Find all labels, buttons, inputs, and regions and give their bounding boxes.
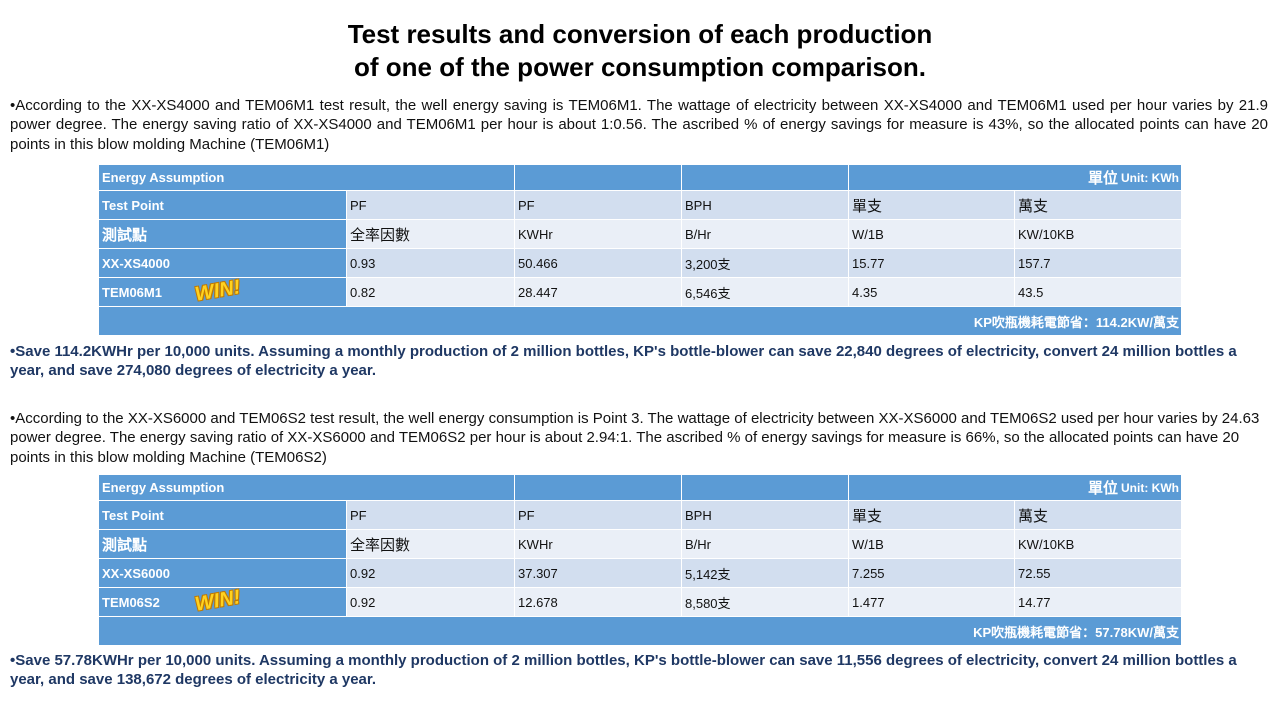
header-unit: 單位 Unit: KWh xyxy=(849,165,1181,190)
title-line: of one of the power consumption comparis… xyxy=(353,52,926,82)
unit-cn: 單位 xyxy=(1088,170,1119,187)
row-label: Test Point xyxy=(99,501,347,529)
summary-paragraph: •Save 57.78KWHr per 10,000 units. Assumi… xyxy=(10,652,1237,689)
table-cell: 37.307 xyxy=(515,559,682,587)
table-row: TEM06S2 WIN! 0.92 12.678 8,580支 1.477 14.77 xyxy=(99,586,1181,617)
row-label: Test Point xyxy=(99,191,347,219)
table-cell: 0.82 xyxy=(347,278,515,306)
table-cell: 7.255 xyxy=(849,559,1015,587)
table-cell: 萬支 xyxy=(1018,197,1049,215)
table-cell: KWHr xyxy=(515,530,682,558)
table-cell: 4.35 xyxy=(849,278,1015,306)
table-cell: PF xyxy=(515,501,682,529)
table-cell: 8,580支 xyxy=(682,588,849,616)
summary-paragraph: •Save 114.2KWHr per 10,000 units. Assumi… xyxy=(10,343,1237,380)
header-spacer xyxy=(682,165,849,190)
table-cell: 28.447 xyxy=(515,278,682,306)
table-cell: PF xyxy=(515,191,682,219)
table-cell: B/Hr xyxy=(682,220,849,248)
table-cell: 0.93 xyxy=(347,249,515,277)
table-cell: 157.7 xyxy=(1018,255,1051,271)
table-cell: 1.477 xyxy=(849,588,1015,616)
data-table: Energy Assumption 單位 Unit: KWh Test Point PF… xyxy=(99,165,1181,335)
table-cell: 12.678 xyxy=(515,588,682,616)
title: Test results and conversion of each prod… xyxy=(0,18,1280,84)
table-cell: 全率因數 xyxy=(347,530,515,558)
intro-paragraph: •According to the XX-XS4000 and TEM06M1 … xyxy=(10,97,1268,153)
table-cell: 單支 xyxy=(849,191,1015,219)
table-cell: 全率因數 xyxy=(347,220,515,248)
table-cell: 15.77 xyxy=(849,249,1015,277)
row-label: XX-XS4000 xyxy=(99,249,347,277)
unit-cn: 單位 xyxy=(1088,480,1119,497)
table-cell: 72.55 xyxy=(1018,565,1051,581)
table-cell: 3,200支 xyxy=(682,249,849,277)
title-line: Test results and conversion of each prod… xyxy=(347,19,933,49)
table-cell: W/1B xyxy=(849,220,1015,248)
table-cell: 6,546支 xyxy=(682,278,849,306)
header-label: Energy Assumption xyxy=(99,475,515,500)
intro-paragraph: •According to the XX-XS6000 and TEM06S2 … xyxy=(10,410,1260,466)
table-row: Test Point PF PF BPH 單支 萬支 xyxy=(99,191,1181,220)
header-label: Energy Assumption xyxy=(99,165,515,190)
table-cell: 50.466 xyxy=(515,249,682,277)
table-cell: W/1B xyxy=(849,530,1015,558)
unit-en: Unit: KWh xyxy=(1121,480,1179,495)
table-cell: BPH xyxy=(682,501,849,529)
table-header-row: Energy Assumption 單位 Unit: KWh xyxy=(99,165,1181,191)
row-label: TEM06S2 WIN! xyxy=(99,586,347,616)
table-cell: 單支 xyxy=(849,501,1015,529)
table-cell: PF xyxy=(347,191,515,219)
unit-en: Unit: KWh xyxy=(1121,170,1179,185)
win-badge: WIN! xyxy=(193,586,243,616)
header-spacer xyxy=(515,165,682,190)
table-row: XX-XS4000 0.93 50.466 3,200支 15.77 157.7 xyxy=(99,249,1181,278)
row-label: TEM06M1 WIN! xyxy=(99,276,347,306)
data-table: Energy Assumption 單位 Unit: KWh Test Point PF… xyxy=(99,475,1181,645)
table-cell: 0.92 xyxy=(347,588,515,616)
table-cell: 14.77 xyxy=(1018,594,1051,610)
table-row: XX-XS6000 0.92 37.307 5,142支 7.255 72.55 xyxy=(99,559,1181,588)
table-cell: BPH xyxy=(682,191,849,219)
table-cell: 43.5 xyxy=(1018,284,1044,300)
row-label: 測試點 xyxy=(99,530,347,558)
row-label: XX-XS6000 xyxy=(99,559,347,587)
table-header-row: Energy Assumption 單位 Unit: KWh xyxy=(99,475,1181,501)
header-spacer xyxy=(682,475,849,500)
table-cell: KW/10KB xyxy=(1018,536,1075,552)
table-cell: 萬支 xyxy=(1018,507,1049,525)
table-footer: KP吹瓶機耗電節省：114.2KW/萬支 xyxy=(99,307,1181,335)
table-cell: B/Hr xyxy=(682,530,849,558)
table-row: TEM06M1 WIN! 0.82 28.447 6,546支 4.35 43.5 xyxy=(99,276,1181,307)
table-cell: 5,142支 xyxy=(682,559,849,587)
table-cell: 0.92 xyxy=(347,559,515,587)
row-label: 測試點 xyxy=(99,220,347,248)
win-badge: WIN! xyxy=(193,276,243,306)
table-cell: KWHr xyxy=(515,220,682,248)
table-row: 測試點 全率因數 KWHr B/Hr W/1B KW/10KB xyxy=(99,530,1181,559)
header-unit: 單位 Unit: KWh xyxy=(849,475,1181,500)
table-footer: KP吹瓶機耗電節省：57.78KW/萬支 xyxy=(99,617,1181,645)
table-cell: KW/10KB xyxy=(1018,226,1075,242)
header-spacer xyxy=(515,475,682,500)
table-cell: PF xyxy=(347,501,515,529)
table-row: Test Point PF PF BPH 單支 萬支 xyxy=(99,501,1181,530)
table-row: 測試點 全率因數 KWHr B/Hr W/1B KW/10KB xyxy=(99,220,1181,249)
